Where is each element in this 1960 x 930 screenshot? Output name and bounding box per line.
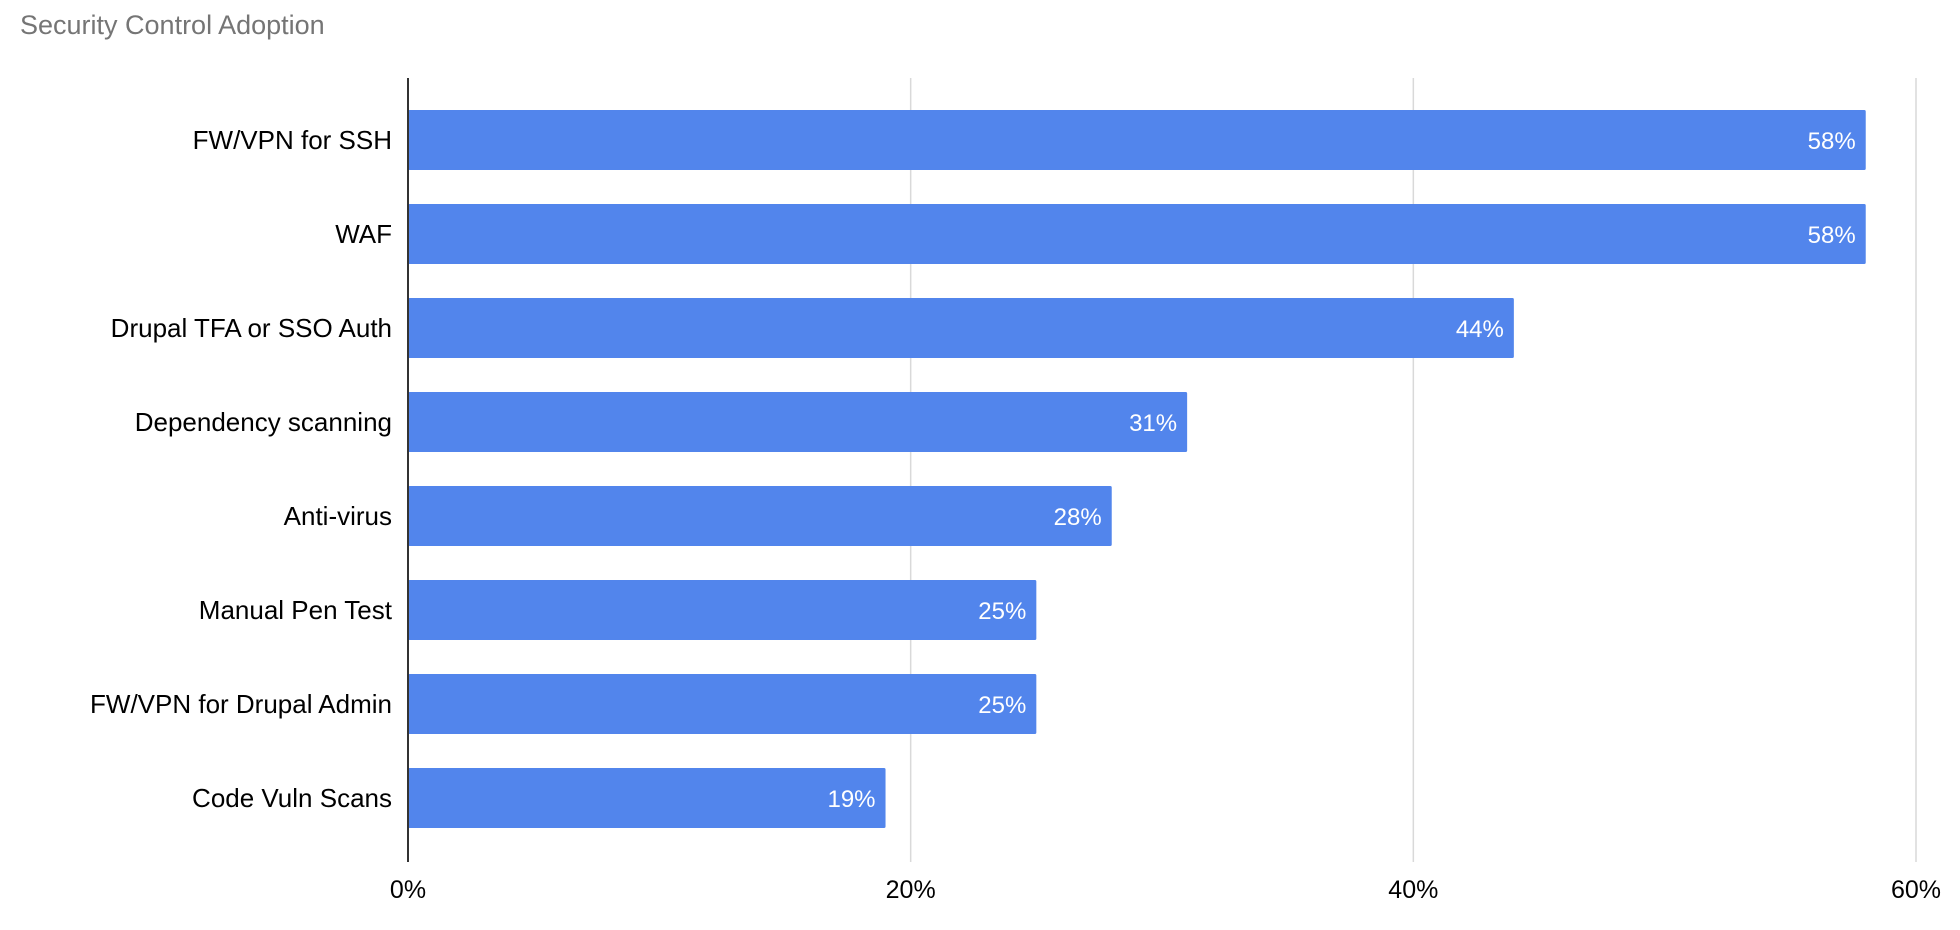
data-label: 44% — [1456, 316, 1504, 343]
bar — [408, 204, 1866, 264]
data-label: 58% — [1808, 222, 1856, 249]
category-label: WAF — [335, 219, 392, 249]
data-label: 58% — [1808, 128, 1856, 155]
category-label: Drupal TFA or SSO Auth — [111, 313, 392, 343]
data-label: 19% — [827, 786, 875, 813]
bar — [408, 298, 1514, 358]
bar — [408, 486, 1112, 546]
x-tick-label: 60% — [1891, 876, 1941, 904]
x-tick-label: 20% — [886, 876, 936, 904]
bar — [408, 392, 1188, 452]
bars — [408, 110, 1866, 828]
bar — [408, 580, 1037, 640]
category-label: Dependency scanning — [135, 407, 392, 437]
category-label: Code Vuln Scans — [192, 783, 392, 813]
data-label: 25% — [978, 692, 1026, 719]
category-label: Anti-virus — [284, 501, 392, 531]
category-label: FW/VPN for Drupal Admin — [90, 689, 392, 719]
category-label: FW/VPN for SSH — [193, 125, 392, 155]
data-label: 31% — [1129, 410, 1177, 437]
bar — [408, 110, 1866, 170]
data-label: 28% — [1054, 504, 1102, 531]
chart-title: Security Control Adoption — [20, 10, 325, 40]
data-label: 25% — [978, 598, 1026, 625]
labels: 0% 20% 40% 60% FW/VPN for SSH 58% WAF 58% Drupal… — [90, 125, 1941, 904]
bar — [408, 674, 1037, 734]
category-label: Manual Pen Test — [199, 595, 393, 625]
x-tick-label: 40% — [1388, 876, 1438, 904]
bar — [408, 768, 886, 828]
grid-lines — [909, 78, 1917, 862]
x-tick-label: 0% — [390, 876, 426, 904]
